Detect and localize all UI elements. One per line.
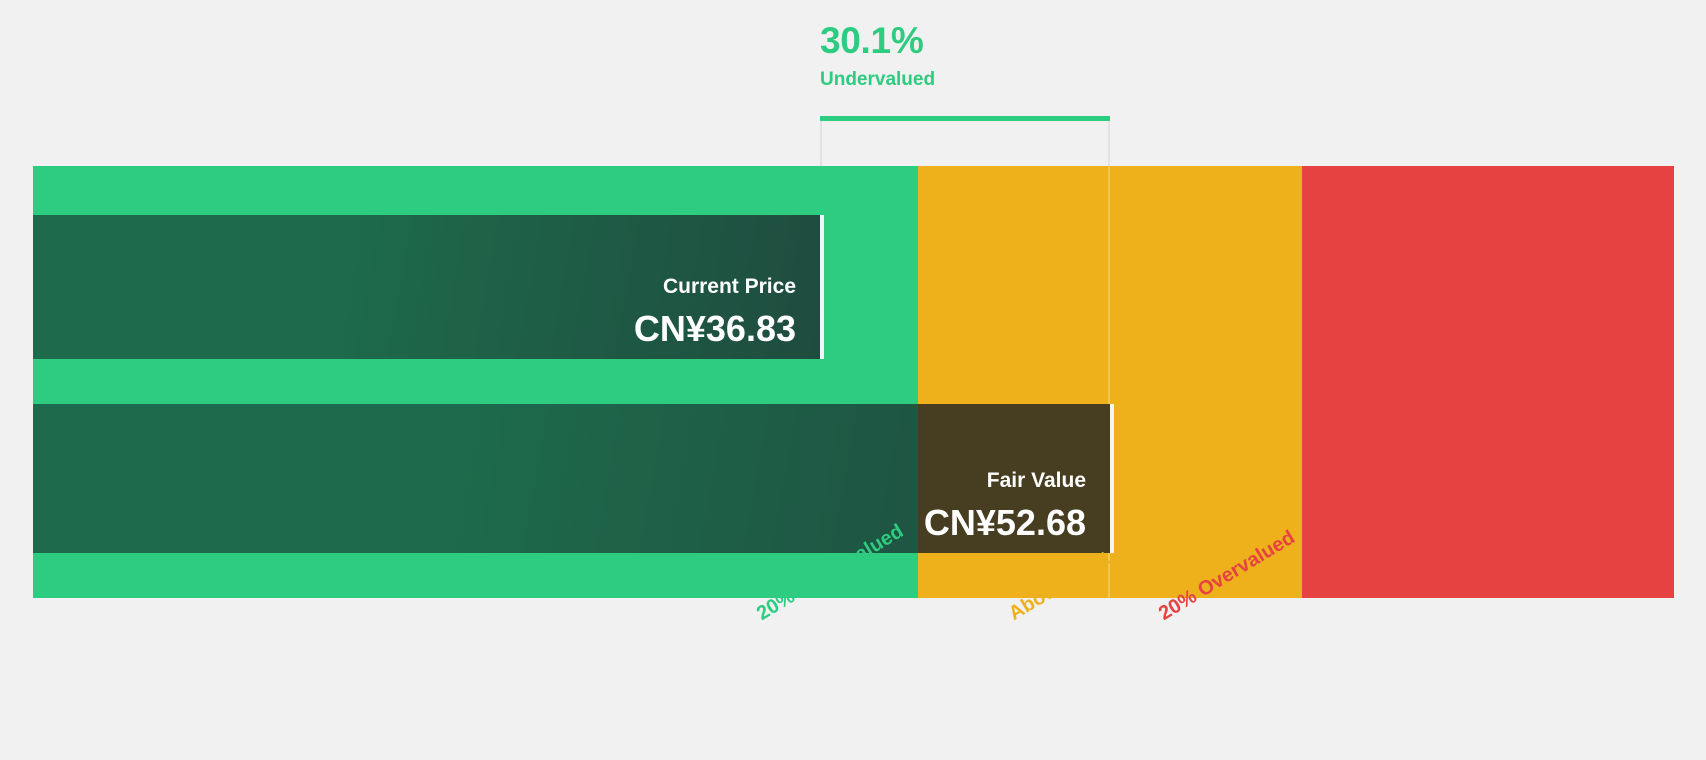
callout-underline xyxy=(820,116,1110,121)
chart-body: Current Price CN¥36.83 Fair Value CN¥52.… xyxy=(33,166,1674,598)
bar-current-price-title: Current Price xyxy=(662,275,796,298)
bar-fair-value[interactable]: Fair Value CN¥52.68 xyxy=(33,404,1114,553)
about-right-tick xyxy=(1108,166,1110,598)
bar-current-price-value: CN¥36.83 xyxy=(633,308,796,349)
bar-current-price[interactable]: Current Price CN¥36.83 xyxy=(33,215,824,359)
bar-fair-value-text: Fair Value CN¥52.68 xyxy=(924,470,1110,553)
valuation-callout: 30.1% Undervalued xyxy=(820,22,1240,89)
bar-fair-value-title: Fair Value xyxy=(986,469,1086,492)
valuation-status-label: Undervalued xyxy=(820,69,936,90)
discount-percent: 30.1% xyxy=(820,20,924,61)
current-price-guide-line xyxy=(820,121,822,166)
bar-fair-value-overlap xyxy=(918,404,1110,553)
bar-fair-value-value: CN¥52.68 xyxy=(923,502,1086,543)
bar-current-price-text: Current Price CN¥36.83 xyxy=(634,276,820,359)
zone-overvalued xyxy=(1302,166,1674,598)
fair-value-guide-line xyxy=(1108,121,1110,166)
